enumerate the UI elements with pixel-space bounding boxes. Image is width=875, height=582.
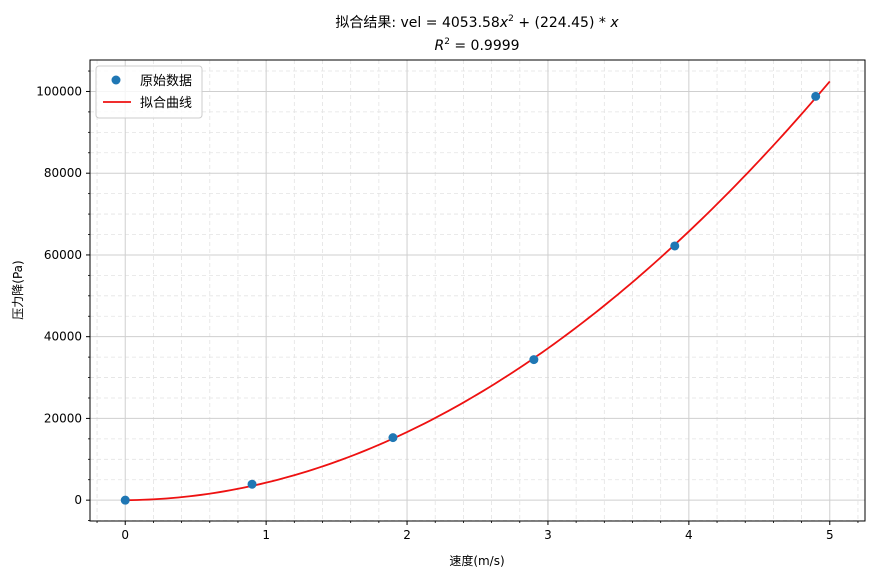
data-point [247,479,257,489]
x-tick-labels: 0 1 2 3 4 5 [121,528,833,542]
x-tick-label: 2 [403,528,411,542]
x-tick-label: 0 [121,528,129,542]
x-axis-label: 速度(m/s) [449,553,504,568]
y-axis-label: 压力降(Pa) [11,260,25,319]
legend-label-original-data: 原始数据 [140,74,192,89]
legend-box [95,65,203,119]
chart-subtitle: R2 = 0.9999 [434,37,519,54]
data-point [120,495,130,505]
y-tick-labels: 0 20000 40000 60000 80000 100000 [36,84,82,507]
x-tick-label: 3 [544,528,552,542]
y-tick-label: 60000 [44,248,82,262]
legend-marker-original-data [111,75,121,85]
y-tick-label: 80000 [44,166,82,180]
y-tick-label: 0 [74,493,82,507]
fit-layer [125,80,831,502]
major-grid [90,60,865,521]
chart-title: 拟合结果: vel = 4053.58x2 + (224.45) * x [335,14,619,31]
fit-curve-line [125,80,831,502]
minor-grid [90,60,865,521]
x-tick-label: 4 [685,528,693,542]
data-point [388,433,398,443]
x-tick-label: 5 [826,528,834,542]
points-layer [120,91,821,505]
data-point [811,91,821,101]
data-point [529,355,539,365]
y-tick-label: 20000 [44,411,82,425]
axes-frame [89,59,866,522]
legend: 原始数据 拟合曲线 [95,65,203,119]
data-point [670,241,680,251]
tick-layer [86,70,859,525]
y-tick-label: 40000 [44,330,82,344]
y-tick-label: 100000 [36,84,82,98]
legend-label-fit-curve: 拟合曲线 [140,96,192,111]
x-tick-label: 1 [262,528,270,542]
